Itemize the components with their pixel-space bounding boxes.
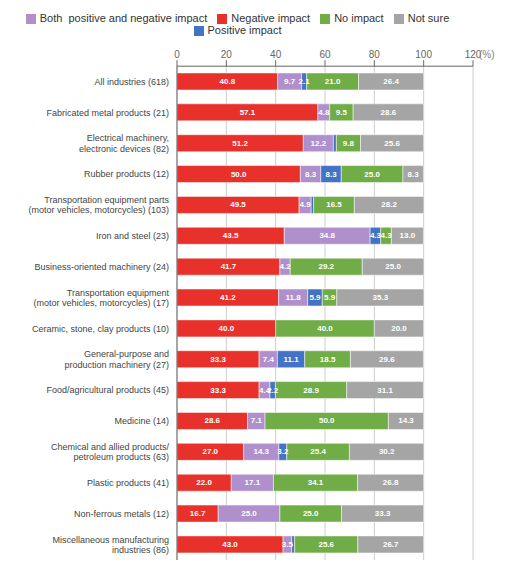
svg-text:4.9: 4.9 bbox=[300, 200, 312, 209]
svg-text:8.3: 8.3 bbox=[325, 170, 337, 179]
svg-text:8.3: 8.3 bbox=[408, 170, 420, 179]
svg-text:11.8: 11.8 bbox=[286, 293, 302, 302]
svg-text:26.8: 26.8 bbox=[383, 478, 399, 487]
svg-text:4.3: 4.3 bbox=[380, 231, 392, 240]
svg-text:3.2: 3.2 bbox=[277, 447, 289, 456]
svg-text:Transportation equipment parts: Transportation equipment parts(motor veh… bbox=[28, 195, 169, 215]
svg-text:30.2: 30.2 bbox=[379, 447, 395, 456]
svg-text:120: 120 bbox=[464, 49, 482, 61]
svg-text:21.0: 21.0 bbox=[325, 77, 341, 86]
svg-text:Business-oriented machinery (2: Business-oriented machinery (24) bbox=[34, 262, 169, 272]
svg-text:80: 80 bbox=[369, 49, 381, 60]
svg-text:16.7: 16.7 bbox=[190, 509, 206, 518]
svg-text:60: 60 bbox=[319, 49, 331, 60]
svg-text:50.0: 50.0 bbox=[231, 170, 247, 179]
svg-text:51.2: 51.2 bbox=[232, 139, 248, 148]
svg-text:25.0: 25.0 bbox=[364, 170, 380, 179]
svg-text:25.4: 25.4 bbox=[310, 447, 326, 456]
html-text:Both positive and negative imp: Both positive and negative impact bbox=[39, 12, 208, 24]
svg-text:9.5: 9.5 bbox=[336, 108, 348, 117]
svg-text:Plastic products (41): Plastic products (41) bbox=[87, 478, 169, 488]
html-text:Not sure: Not sure bbox=[407, 12, 450, 24]
svg-text:100: 100 bbox=[415, 49, 432, 60]
svg-text:22.0: 22.0 bbox=[196, 478, 212, 487]
svg-text:28.9: 28.9 bbox=[303, 386, 319, 395]
svg-text:20: 20 bbox=[221, 49, 233, 60]
svg-text:41.7: 41.7 bbox=[221, 262, 237, 271]
svg-text:Non-ferrous metals (12): Non-ferrous metals (12) bbox=[74, 509, 169, 519]
svg-text:All industries (618): All industries (618) bbox=[94, 77, 169, 87]
svg-text:18.5: 18.5 bbox=[320, 355, 336, 364]
svg-text:20.0: 20.0 bbox=[391, 324, 407, 333]
svg-text:25.0: 25.0 bbox=[385, 262, 401, 271]
html-text:No impact: No impact bbox=[334, 12, 384, 24]
svg-text:7.4: 7.4 bbox=[263, 355, 275, 364]
svg-text:5.9: 5.9 bbox=[309, 293, 321, 302]
svg-text:40.0: 40.0 bbox=[317, 324, 333, 333]
svg-text:16.5: 16.5 bbox=[326, 200, 342, 209]
svg-text:0: 0 bbox=[174, 49, 180, 60]
svg-text:Rubber products (12): Rubber products (12) bbox=[84, 169, 169, 179]
svg-text:33.3: 33.3 bbox=[375, 509, 391, 518]
svg-text:28.6: 28.6 bbox=[204, 416, 220, 425]
svg-text:49.5: 49.5 bbox=[230, 200, 246, 209]
svg-text:14.3: 14.3 bbox=[398, 416, 414, 425]
svg-text:26.7: 26.7 bbox=[383, 540, 399, 549]
svg-text:4.4: 4.4 bbox=[259, 385, 271, 395]
svg-text:Iron and steel (23): Iron and steel (23) bbox=[96, 231, 169, 241]
svg-text:31.1: 31.1 bbox=[377, 386, 393, 395]
svg-text:25.0: 25.0 bbox=[303, 509, 319, 518]
svg-text:41.2: 41.2 bbox=[220, 293, 236, 302]
svg-text:9.8: 9.8 bbox=[343, 139, 355, 148]
svg-text:Transportation equipment(motor: Transportation equipment(motor vehicles,… bbox=[33, 288, 169, 308]
svg-text:11.1: 11.1 bbox=[284, 355, 300, 364]
svg-text:14.3: 14.3 bbox=[253, 447, 269, 456]
svg-text:29.6: 29.6 bbox=[379, 355, 395, 364]
html-text:Positive impact: Positive impact bbox=[207, 24, 282, 37]
svg-text:Electrical machinery,electroni: Electrical machinery,electronic devices … bbox=[79, 133, 169, 153]
svg-text:33.3: 33.3 bbox=[210, 355, 226, 364]
svg-text:Fabricated metal products (21): Fabricated metal products (21) bbox=[46, 108, 169, 118]
svg-text:40.8: 40.8 bbox=[220, 77, 236, 86]
svg-text:Food/agricultural products (45: Food/agricultural products (45) bbox=[46, 385, 169, 395]
svg-text:8.3: 8.3 bbox=[305, 170, 317, 179]
svg-text:40.0: 40.0 bbox=[219, 324, 235, 333]
svg-text:Medicine (14): Medicine (14) bbox=[114, 416, 169, 426]
svg-text:34.8: 34.8 bbox=[319, 231, 335, 240]
svg-text:(%): (%) bbox=[479, 49, 495, 60]
svg-text:43.0: 43.0 bbox=[222, 540, 238, 549]
svg-text:33.3: 33.3 bbox=[210, 386, 226, 395]
svg-text:25.0: 25.0 bbox=[241, 509, 257, 518]
svg-text:25.6: 25.6 bbox=[384, 139, 400, 148]
svg-text:5.9: 5.9 bbox=[324, 293, 336, 302]
svg-text:26.4: 26.4 bbox=[383, 77, 399, 86]
svg-text:35.3: 35.3 bbox=[373, 293, 389, 302]
svg-text:34.1: 34.1 bbox=[308, 478, 324, 487]
svg-text:25.6: 25.6 bbox=[318, 540, 334, 549]
svg-text:4.3: 4.3 bbox=[369, 231, 381, 241]
svg-text:3.5: 3.5 bbox=[282, 540, 294, 549]
svg-text:57.1: 57.1 bbox=[240, 108, 256, 117]
svg-text:4.8: 4.8 bbox=[318, 108, 330, 117]
svg-text:2.1: 2.1 bbox=[299, 77, 311, 86]
svg-text:2.2: 2.2 bbox=[267, 386, 279, 395]
svg-text:Ceramic, stone, clay products: Ceramic, stone, clay products (10) bbox=[32, 324, 169, 334]
svg-text:General-purpose andproduction: General-purpose andproduction machinery … bbox=[64, 349, 169, 369]
svg-text:Chemical and allied products/p: Chemical and allied products/petroleum p… bbox=[51, 442, 170, 462]
svg-text:13.0: 13.0 bbox=[400, 231, 416, 240]
svg-text:28.2: 28.2 bbox=[381, 200, 397, 209]
svg-text:17.1: 17.1 bbox=[245, 478, 261, 487]
svg-text:28.6: 28.6 bbox=[381, 108, 397, 117]
svg-text:9.7: 9.7 bbox=[284, 77, 296, 86]
svg-text:27.0: 27.0 bbox=[203, 447, 219, 456]
svg-text:12.2: 12.2 bbox=[311, 139, 327, 148]
svg-text:4.2: 4.2 bbox=[279, 262, 291, 271]
html-text:Negative impact: Negative impact bbox=[231, 12, 311, 24]
svg-text:29.2: 29.2 bbox=[318, 262, 334, 271]
svg-text:Miscellaneous manufacturingind: Miscellaneous manufacturingindustries (8… bbox=[52, 535, 169, 555]
svg-text:7.1: 7.1 bbox=[251, 416, 263, 425]
svg-text:43.5: 43.5 bbox=[223, 231, 239, 240]
svg-text:40: 40 bbox=[270, 49, 282, 60]
svg-text:50.0: 50.0 bbox=[319, 416, 335, 425]
